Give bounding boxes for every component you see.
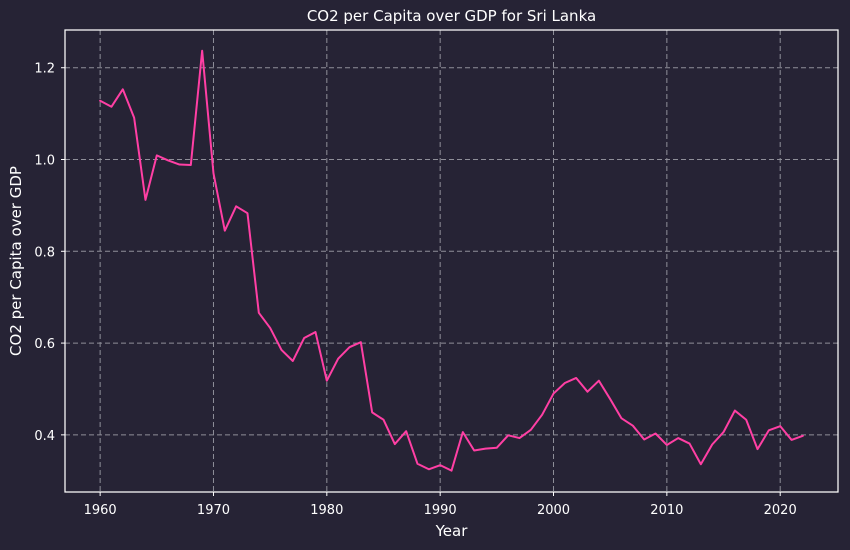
series-line	[99, 49, 804, 472]
data-series	[99, 49, 804, 472]
x-axis-ticks: 1960 1970 1980 1990 2000 2010 2020	[84, 492, 797, 518]
plot-area-frame	[64, 29, 839, 493]
y-tick-label: 0.8	[34, 245, 55, 260]
y-axis-title: CO2 per Capita over GDP	[7, 166, 25, 356]
x-tick-label: 1960	[84, 503, 117, 518]
x-tick-label: 2010	[650, 503, 683, 518]
y-tick-label: 0.4	[34, 429, 55, 444]
chart-title: CO2 per Capita over GDP for Sri Lanka	[307, 7, 596, 25]
x-tick-label: 1990	[424, 503, 457, 518]
y-tick-label: 0.6	[34, 337, 55, 352]
grid-lines	[65, 30, 838, 492]
x-axis-title: Year	[435, 522, 469, 540]
y-tick-label: 1.2	[34, 62, 55, 77]
x-tick-label: 2020	[764, 503, 797, 518]
x-tick-label: 2000	[537, 503, 570, 518]
x-tick-label: 1980	[310, 503, 343, 518]
y-tick-label: 1.0	[34, 154, 55, 169]
y-axis-ticks: 0.4 0.6 0.8 1.0 1.2	[34, 62, 65, 444]
x-tick-label: 1970	[197, 503, 230, 518]
